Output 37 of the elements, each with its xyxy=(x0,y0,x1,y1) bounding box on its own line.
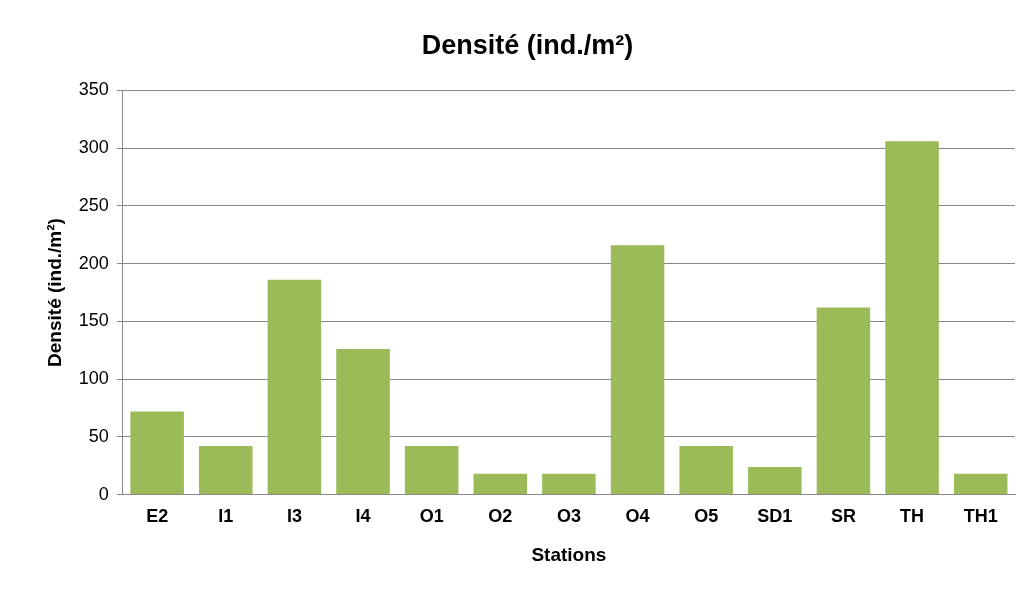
x-tick-label: SR xyxy=(830,506,856,527)
y-tick-label: 0 xyxy=(98,483,109,504)
x-tick-label: I3 xyxy=(286,506,302,527)
bar xyxy=(199,446,253,495)
bar xyxy=(336,349,390,495)
bar xyxy=(542,473,596,495)
y-tick-label: 100 xyxy=(78,368,109,389)
bar xyxy=(267,279,322,495)
bar xyxy=(748,466,802,495)
bar xyxy=(816,307,871,495)
x-axis-title: Stations xyxy=(531,543,607,565)
bar xyxy=(885,141,939,495)
y-tick-label: 50 xyxy=(88,425,109,446)
x-tick-label: E2 xyxy=(146,506,169,527)
y-tick-label: 300 xyxy=(78,137,109,158)
x-tick-label: TH1 xyxy=(963,506,998,527)
y-axis-title: Densité (ind./m²) xyxy=(43,218,65,367)
y-tick-label: 150 xyxy=(78,310,109,331)
x-tick-label: O3 xyxy=(556,506,581,527)
bar xyxy=(679,446,733,495)
bar xyxy=(473,473,528,495)
chart-title: Densité (ind./m²) xyxy=(421,29,634,60)
y-tick-label: 350 xyxy=(78,79,109,100)
bar xyxy=(130,411,184,495)
x-tick-label: I1 xyxy=(218,506,234,527)
bar xyxy=(404,446,459,495)
bar xyxy=(610,245,665,495)
x-tick-label: O4 xyxy=(625,506,650,527)
y-tick-label: 200 xyxy=(78,252,109,273)
x-tick-label: O1 xyxy=(419,506,444,527)
y-tick-label: 250 xyxy=(78,194,109,215)
x-tick-label: O2 xyxy=(488,506,513,527)
x-tick-label: TH xyxy=(900,506,925,527)
x-tick-label: O5 xyxy=(694,506,719,527)
x-tick-label: I4 xyxy=(355,506,371,527)
bar xyxy=(953,473,1008,495)
x-tick-label: SD1 xyxy=(757,506,793,527)
